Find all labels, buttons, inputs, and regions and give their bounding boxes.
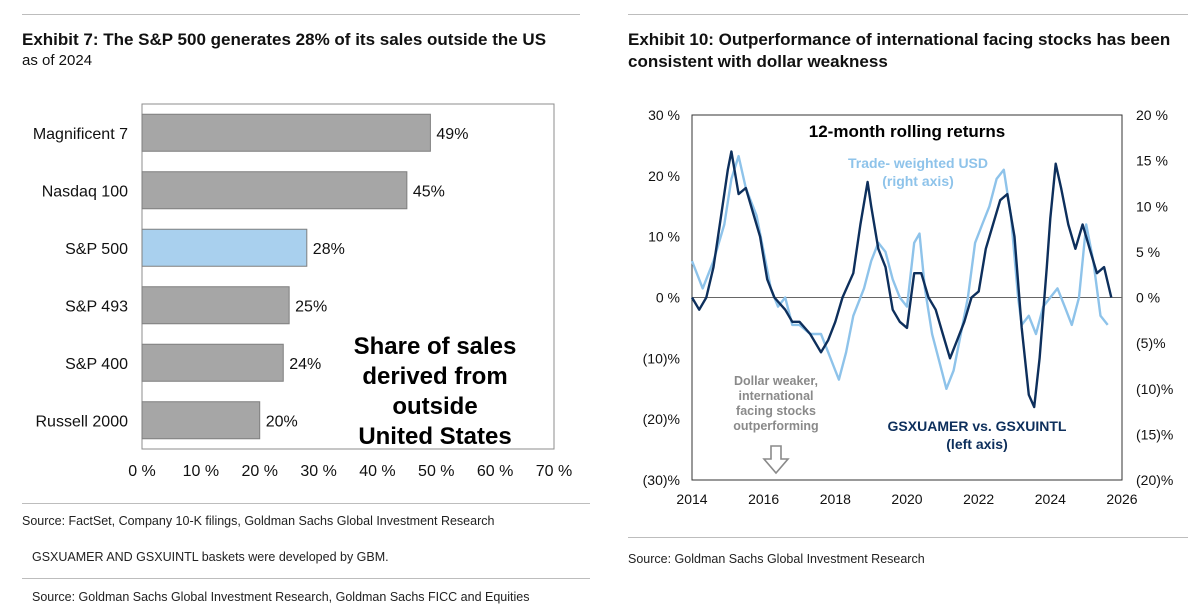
category-label: S&P 500	[65, 241, 128, 258]
left-axis-tick-label: 30 %	[648, 107, 680, 123]
category-label: Russell 2000	[36, 413, 129, 430]
value-label: 28%	[313, 241, 345, 258]
annotation-line: facing stocks	[736, 404, 816, 418]
gsxu-series-label: GSXUAMER vs. GSXUINTL	[888, 418, 1067, 434]
annotation-line: international	[738, 389, 813, 403]
x-tick-label: 30 %	[300, 463, 336, 480]
usd-series-axis-label: (right axis)	[882, 173, 954, 189]
annotation-line: derived from	[362, 363, 507, 390]
x-tick-label: 70 %	[536, 463, 572, 480]
x-tick-label: 2026	[1106, 491, 1137, 507]
bar	[141, 171, 408, 210]
left-chart: Magnificent 7 49% Nasdaq 100 45% S&P 500 28% S…	[33, 103, 572, 480]
right-source: Source: Goldman Sachs Global Investment …	[628, 552, 925, 566]
gsxu-series-axis-label: (left axis)	[946, 436, 1007, 452]
left-source-rule	[22, 503, 590, 504]
left-axis-tick-label: (10)%	[643, 350, 680, 366]
left-axis-tick-label: (20)%	[643, 411, 680, 427]
annotation-line: Dollar weaker,	[734, 374, 818, 388]
right-axis-tick-label: 10 %	[1136, 198, 1168, 214]
left-title: Exhibit 7: The S&P 500 generates 28% of …	[22, 30, 547, 49]
bar	[141, 228, 308, 267]
value-label: 49%	[436, 126, 468, 143]
right-top-rule	[628, 14, 1188, 15]
left-plot-frame	[141, 103, 555, 450]
right-axis-tick-label: (5)%	[1136, 335, 1166, 351]
category-label: S&P 400	[65, 356, 128, 373]
right-axis-tick-label: 20 %	[1136, 107, 1168, 123]
left-axis-tick-label: (30)%	[643, 472, 680, 488]
x-tick-label: 2020	[891, 491, 922, 507]
value-label: 20%	[266, 413, 298, 430]
category-label: Nasdaq 100	[42, 183, 128, 200]
x-tick-label: 2018	[820, 491, 851, 507]
left-axis-tick-label: 10 %	[648, 229, 680, 245]
x-tick-label: 0 %	[128, 463, 156, 480]
right-title-line1: Exhibit 10: Outperformance of internatio…	[628, 30, 1171, 49]
x-tick-label: 2014	[676, 491, 707, 507]
annotation-line: Share of sales	[354, 333, 517, 360]
bar	[141, 113, 431, 152]
x-tick-label: 2022	[963, 491, 994, 507]
x-tick-label: 10 %	[183, 463, 219, 480]
gsxu-series-line	[690, 150, 1113, 409]
right-axis-tick-label: 0 %	[1136, 290, 1160, 306]
category-label: Magnificent 7	[33, 126, 128, 143]
annotation-line: outperforming	[733, 419, 818, 433]
value-label: 45%	[413, 183, 445, 200]
right-axis-tick-label: (20)%	[1136, 472, 1173, 488]
x-tick-label: 2016	[748, 491, 779, 507]
right-title-line2: consistent with dollar weakness	[628, 52, 888, 71]
right-axis-tick-label: 5 %	[1136, 244, 1160, 260]
x-tick-label: 60 %	[477, 463, 513, 480]
left-top-rule	[22, 14, 580, 15]
left-subtitle: as of 2024	[22, 52, 93, 69]
down-arrow-icon	[762, 445, 790, 475]
annotation-line: outside	[392, 393, 477, 420]
value-label: 25%	[295, 298, 327, 315]
x-tick-label: 2024	[1035, 491, 1066, 507]
x-tick-label: 40 %	[359, 463, 395, 480]
right-axis-tick-label: (10)%	[1136, 381, 1173, 397]
right-axis-tick-label: 15 %	[1136, 153, 1168, 169]
right-axis-tick-label: (15)%	[1136, 426, 1173, 442]
left-note: GSXUAMER AND GSXUINTL baskets were devel…	[32, 550, 389, 564]
bar	[141, 343, 284, 382]
right-source-rule	[628, 537, 1188, 538]
left-axis-tick-label: 20 %	[648, 168, 680, 184]
left-axis-tick-label: 0 %	[656, 290, 680, 306]
x-tick-label: 50 %	[418, 463, 454, 480]
left-source2: Source: Goldman Sachs Global Investment …	[32, 590, 530, 604]
bar	[141, 401, 261, 440]
usd-series-label: Trade- weighted USD	[848, 155, 988, 171]
category-label: S&P 493	[65, 298, 128, 315]
bar	[141, 286, 290, 325]
left-note-rule	[22, 578, 590, 579]
chart-title: 12-month rolling returns	[809, 122, 1005, 141]
value-label: 24%	[289, 356, 321, 373]
annotation-line: United States	[358, 423, 511, 450]
x-tick-label: 20 %	[241, 463, 277, 480]
left-source: Source: FactSet, Company 10-K filings, G…	[22, 514, 495, 528]
